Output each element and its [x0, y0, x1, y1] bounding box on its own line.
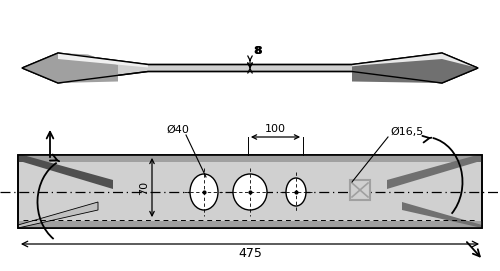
Text: 100: 100 [265, 124, 286, 134]
Bar [18, 155, 482, 228]
Polygon shape [402, 202, 482, 228]
Polygon shape [22, 53, 118, 83]
Ellipse shape [190, 174, 218, 210]
Text: Ø40: Ø40 [166, 125, 190, 135]
Ellipse shape [286, 178, 306, 206]
Polygon shape [58, 53, 148, 67]
Polygon shape [352, 53, 478, 68]
Text: 70: 70 [139, 180, 149, 195]
Polygon shape [352, 53, 478, 83]
Bar [18, 155, 482, 162]
Bar [18, 221, 482, 228]
Polygon shape [18, 202, 98, 228]
Text: 8: 8 [254, 46, 262, 56]
Bar [18, 155, 482, 228]
Polygon shape [22, 53, 478, 83]
Text: 475: 475 [238, 247, 262, 260]
Text: 8: 8 [253, 47, 261, 56]
Ellipse shape [233, 174, 267, 210]
Polygon shape [387, 155, 482, 189]
Text: Ø16,5: Ø16,5 [390, 127, 423, 137]
Bar [350, 180, 370, 200]
Polygon shape [18, 155, 113, 189]
